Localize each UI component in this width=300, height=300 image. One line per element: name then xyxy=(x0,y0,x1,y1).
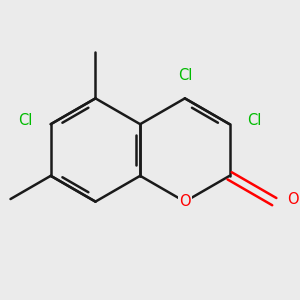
Text: Cl: Cl xyxy=(178,68,192,83)
Text: O: O xyxy=(179,194,191,209)
Text: Cl: Cl xyxy=(248,112,262,128)
Text: O: O xyxy=(287,193,298,208)
Text: Cl: Cl xyxy=(19,112,33,128)
